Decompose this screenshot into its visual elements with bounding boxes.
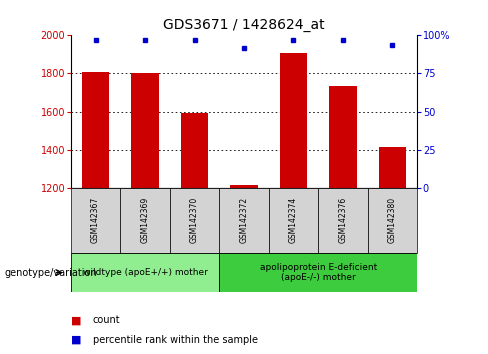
Text: GSM142370: GSM142370 (190, 197, 199, 244)
Text: count: count (93, 315, 121, 325)
Bar (170, 188, 219, 253)
Text: GSM142372: GSM142372 (240, 197, 248, 244)
Text: GSM142367: GSM142367 (91, 197, 100, 244)
Bar (71, 188, 120, 253)
Text: wildtype (apoE+/+) mother: wildtype (apoE+/+) mother (82, 268, 207, 277)
Bar (379, 147, 406, 188)
Bar (219, 188, 269, 253)
Bar (82, 72, 109, 188)
Text: ■: ■ (71, 315, 81, 325)
Bar (329, 86, 357, 188)
Bar (181, 113, 208, 188)
Text: percentile rank within the sample: percentile rank within the sample (93, 335, 258, 345)
Bar (71, 253, 219, 292)
Bar (120, 188, 170, 253)
Text: GSM142380: GSM142380 (388, 197, 397, 244)
Text: GSM142369: GSM142369 (141, 197, 149, 244)
Bar (131, 73, 159, 188)
Bar (230, 185, 258, 188)
Bar (280, 52, 307, 188)
Bar (318, 188, 368, 253)
Text: apolipoprotein E-deficient
(apoE-/-) mother: apolipoprotein E-deficient (apoE-/-) mot… (260, 263, 377, 282)
Bar (219, 253, 417, 292)
Bar (269, 188, 318, 253)
Title: GDS3671 / 1428624_at: GDS3671 / 1428624_at (163, 18, 325, 32)
Text: genotype/variation: genotype/variation (5, 268, 98, 278)
Text: ■: ■ (71, 335, 81, 345)
Text: GSM142376: GSM142376 (339, 197, 347, 244)
Text: GSM142374: GSM142374 (289, 197, 298, 244)
Bar (368, 188, 417, 253)
